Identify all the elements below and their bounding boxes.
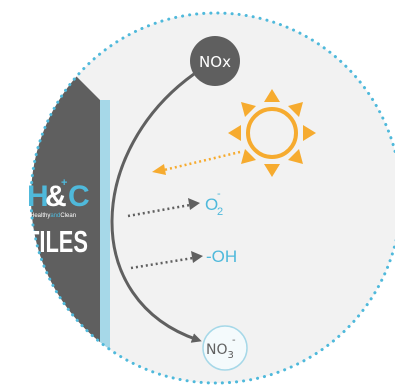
nox-circle xyxy=(190,36,240,86)
logo-tagline-clean: Clean xyxy=(60,213,76,219)
sun-core xyxy=(246,107,298,159)
no3-sub: 3 xyxy=(228,350,234,361)
o2-main: O xyxy=(205,195,218,214)
oh-label: -OH xyxy=(206,247,237,266)
o2-sub: 2 xyxy=(217,206,223,218)
sun-rays xyxy=(228,89,316,177)
tile-coating-strip xyxy=(100,100,110,383)
logo-tagline-and: and xyxy=(50,213,60,219)
o2-arrow-line xyxy=(127,203,191,218)
sun-icon xyxy=(228,89,316,177)
logo-tagline: HealthyandClean xyxy=(30,213,76,219)
logo-amp: & xyxy=(45,180,67,213)
logo-h: H xyxy=(27,180,49,213)
circle-outline xyxy=(29,11,395,385)
background-circle xyxy=(31,13,395,383)
nox-label: NOx xyxy=(199,53,231,71)
o2-sup: - xyxy=(217,188,221,200)
light-ray-line xyxy=(163,150,241,172)
no3-main: NO xyxy=(206,342,228,358)
o2-label: O xyxy=(205,195,218,214)
no3-circle xyxy=(202,325,248,371)
conversion-arrow xyxy=(110,72,202,343)
logo-c: C xyxy=(68,180,90,213)
hc-tiles-logo: H & C + HealthyandClean TILES xyxy=(26,177,90,259)
logo-tagline-healthy: Healthy xyxy=(30,213,50,219)
logo-plus: + xyxy=(61,177,67,189)
oh-arrow-line xyxy=(130,256,194,270)
light-ray-arrowhead xyxy=(152,164,166,175)
nox-node: NOx xyxy=(190,36,240,86)
logo-tiles: TILES xyxy=(26,224,88,259)
no3-sup: - xyxy=(232,335,236,346)
tile-wall xyxy=(31,13,110,383)
oh-arrowhead xyxy=(191,251,203,263)
no3-node: NO3 - xyxy=(202,325,248,371)
no3-label: NO3 xyxy=(206,342,234,361)
tile-dark-panel xyxy=(31,13,100,383)
o2-arrowhead xyxy=(188,198,200,210)
